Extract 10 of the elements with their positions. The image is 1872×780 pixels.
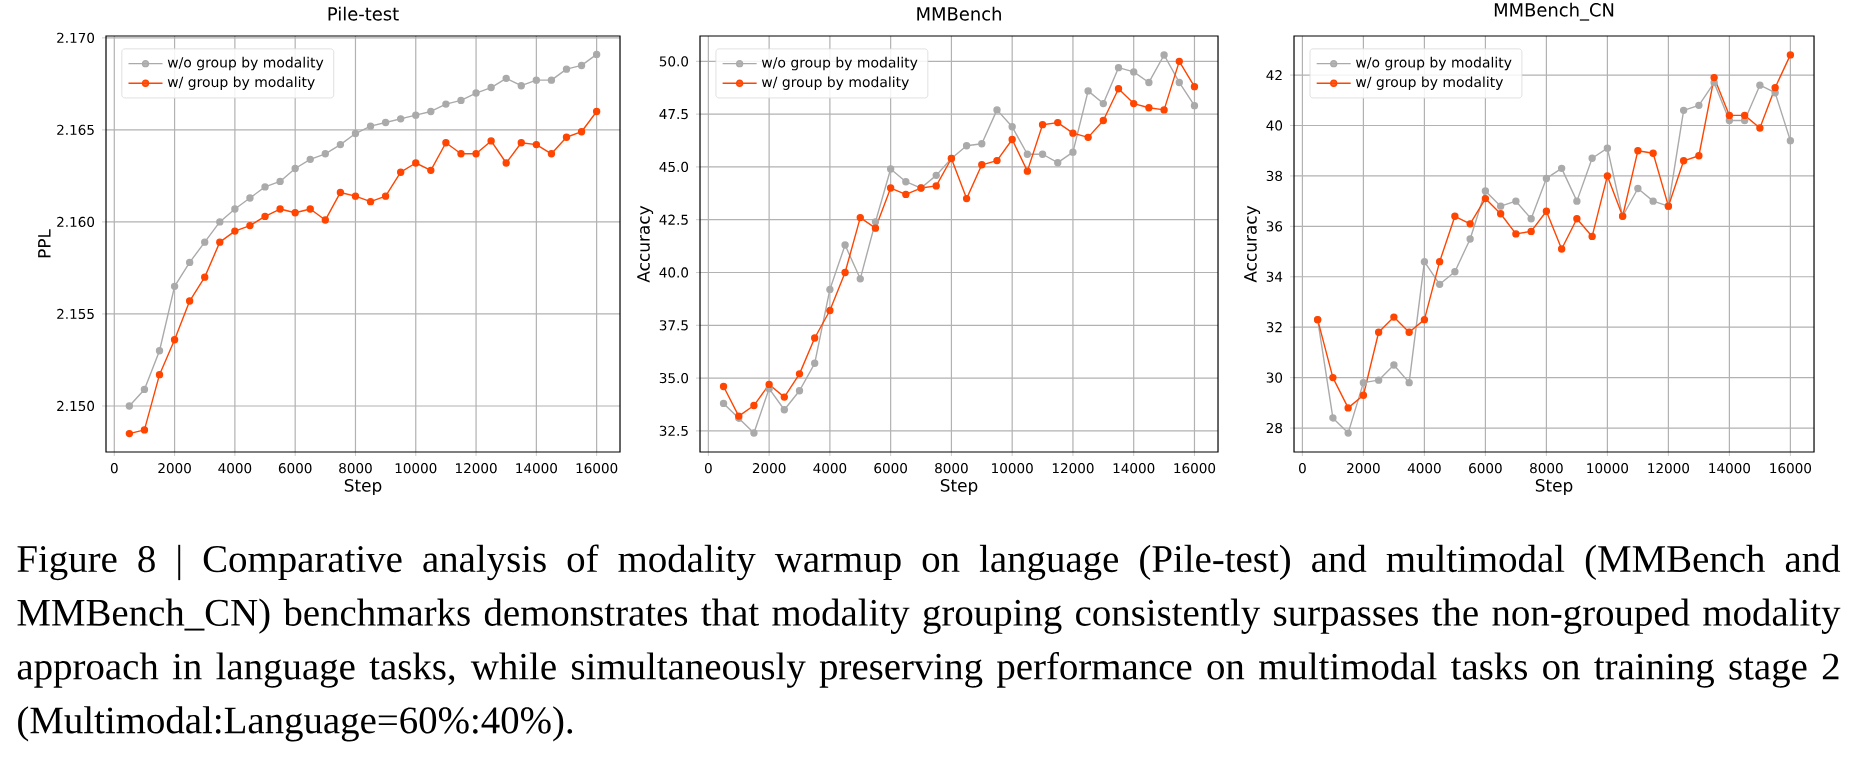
caption: Figure 8 | Comparative analysis of modality warmup on language (Pile-test) and multimodal (MMBench and MMBench_CN) benchmarks demonstrates that modality grouping consistently surpasses the non-grouped modality approach in language tasks, while simultaneously preserving performance on multimodal tasks on training stage 2 (Multimodal:Language=60%:40%). [17, 544, 1841, 742]
x-axis-title: Step [940, 478, 978, 496]
chart-title: Pile-test [328, 6, 399, 21]
x-axis-title: Step [1535, 478, 1573, 496]
y-axis-title: Accuracy [1244, 205, 1261, 283]
chart-title: MMBench [917, 6, 1001, 21]
y-axis-title: Accuracy [637, 205, 654, 283]
chart-title: MMBench_CN [1494, 2, 1614, 21]
x-axis-title: Step [344, 478, 382, 496]
y-axis-title: PPL [38, 229, 51, 258]
